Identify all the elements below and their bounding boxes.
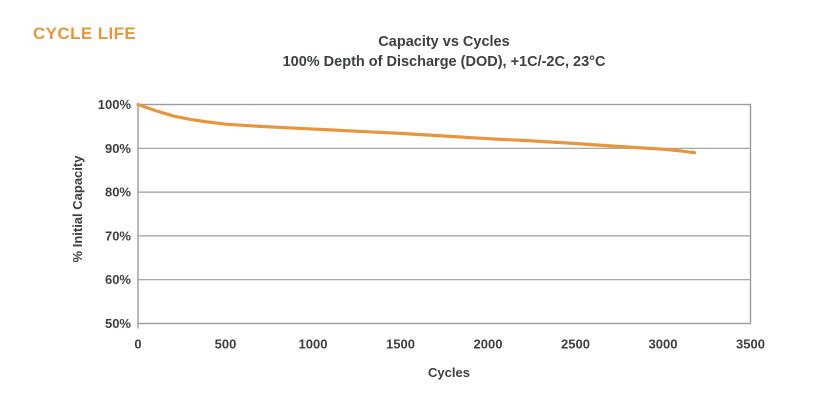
y-axis-title: % Initial Capacity [70,155,85,263]
x-tick-label: 2500 [561,337,590,352]
y-tick-label: 80% [105,185,131,200]
chart-header: Capacity vs Cycles 100% Depth of Dischar… [138,33,750,72]
x-tick-label: 0 [134,337,141,352]
y-tick-label: 60% [105,272,131,287]
x-tick-label: 3000 [649,337,678,352]
y-tick-label: 90% [105,141,131,156]
x-tick-label: 1500 [386,337,415,352]
x-tick-label: 2000 [474,337,503,352]
x-tick-label: 3500 [736,337,765,352]
y-tick-label: 50% [105,316,131,331]
chart-title: Capacity vs Cycles [378,34,510,50]
x-axis-title: Cycles [428,365,470,380]
plot-border [137,103,752,325]
y-tick-label: 100% [98,97,132,112]
page-title: CYCLE LIFE [33,24,137,43]
x-tick-label: 1000 [299,337,328,352]
capacity-curve [136,102,697,155]
x-tick-label: 500 [215,337,237,352]
y-tick-label: 70% [105,228,131,243]
chart-subtitle: 100% Depth of Discharge (DOD), +1C/-2C, … [282,53,606,70]
